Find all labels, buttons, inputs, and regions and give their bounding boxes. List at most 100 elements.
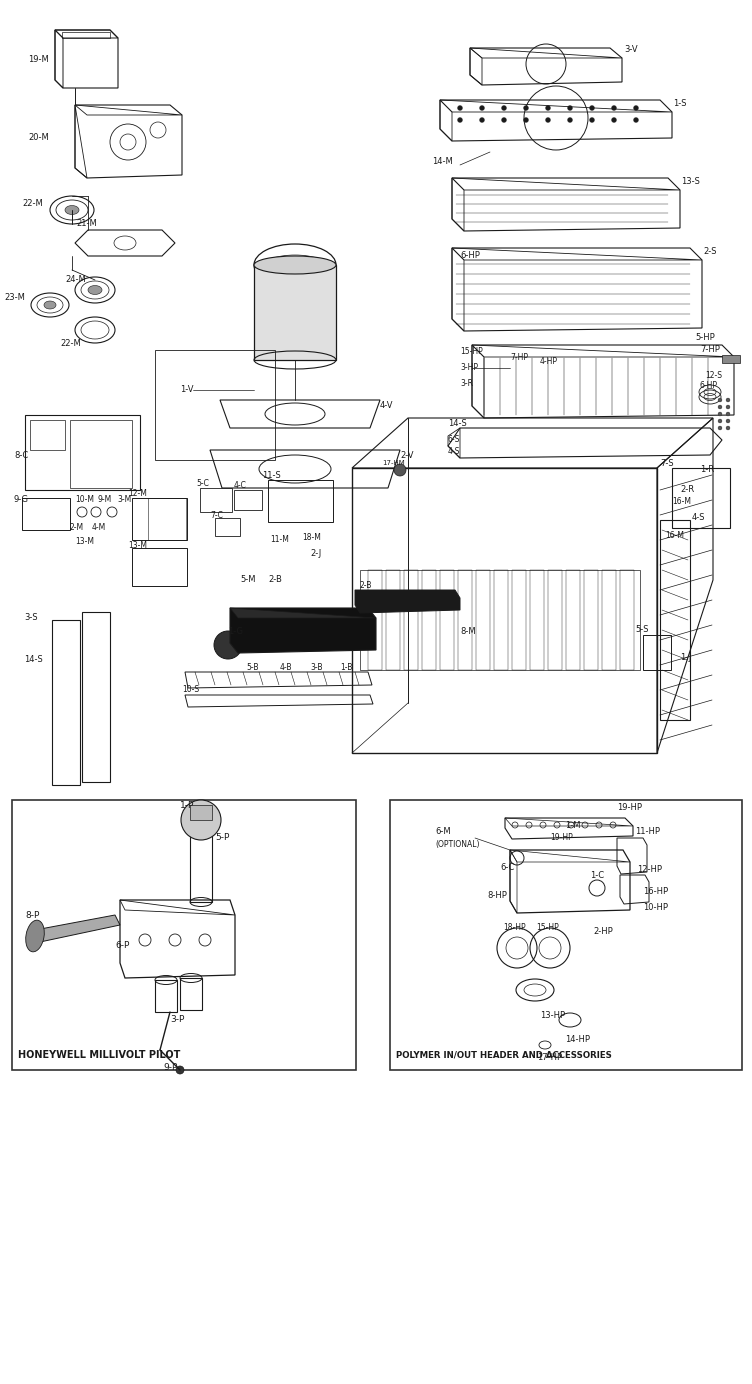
Text: 5-C: 5-C <box>196 479 209 489</box>
Text: 1-M: 1-M <box>565 821 581 829</box>
Text: 13-M: 13-M <box>75 537 94 547</box>
Circle shape <box>502 105 507 111</box>
Bar <box>234 490 262 509</box>
Text: 8-P: 8-P <box>25 911 39 919</box>
Text: 22-M: 22-M <box>22 199 43 209</box>
Text: 7-HP: 7-HP <box>700 346 720 354</box>
Text: 6-S: 6-S <box>448 436 460 444</box>
Text: 5-P: 5-P <box>215 833 229 843</box>
Text: 14-M: 14-M <box>432 158 453 166</box>
Circle shape <box>545 105 550 111</box>
Text: 4-B: 4-B <box>280 663 293 673</box>
Bar <box>254 264 336 360</box>
Circle shape <box>568 105 572 111</box>
Text: 6-HP: 6-HP <box>460 251 480 260</box>
Bar <box>352 468 657 753</box>
Circle shape <box>726 419 730 424</box>
Circle shape <box>590 105 595 111</box>
Text: 9-P: 9-P <box>163 1063 177 1073</box>
Ellipse shape <box>254 256 336 274</box>
Text: 6-M: 6-M <box>435 828 450 836</box>
Bar <box>132 498 187 540</box>
Text: 18-M: 18-M <box>302 533 321 541</box>
Bar <box>268 480 333 522</box>
Bar <box>254 264 336 360</box>
Text: 16-M: 16-M <box>672 497 691 507</box>
Circle shape <box>176 1066 184 1074</box>
Text: 5-HP: 5-HP <box>695 334 714 342</box>
Circle shape <box>457 105 462 111</box>
Circle shape <box>718 426 722 430</box>
Bar <box>62 32 110 37</box>
Circle shape <box>214 631 242 659</box>
Bar <box>360 570 640 670</box>
Text: 2-B: 2-B <box>268 576 282 584</box>
Text: 2-S: 2-S <box>703 246 717 256</box>
Polygon shape <box>35 915 120 943</box>
Text: 16-HP: 16-HP <box>643 887 668 897</box>
Text: 4-M: 4-M <box>92 523 106 533</box>
Bar <box>390 800 742 1070</box>
Circle shape <box>523 105 529 111</box>
Text: 12-M: 12-M <box>128 490 147 498</box>
Text: 6-P: 6-P <box>115 941 129 949</box>
Text: 4-V: 4-V <box>380 401 393 411</box>
Circle shape <box>611 105 617 111</box>
Circle shape <box>718 399 722 401</box>
Text: 1-V: 1-V <box>180 386 193 394</box>
Text: 19-M: 19-M <box>28 55 49 65</box>
Text: 3-M: 3-M <box>117 495 132 505</box>
Text: 2-M: 2-M <box>70 523 84 533</box>
Text: 2-B: 2-B <box>360 580 372 590</box>
Bar <box>12 800 356 1070</box>
Circle shape <box>718 412 722 417</box>
Text: 4-S: 4-S <box>692 513 705 523</box>
Text: 16-M: 16-M <box>665 530 684 540</box>
Text: (OPTIONAL): (OPTIONAL) <box>435 840 480 848</box>
Text: 9-G: 9-G <box>14 495 29 505</box>
Text: 11-M: 11-M <box>270 536 289 544</box>
Text: 2-J: 2-J <box>310 548 321 558</box>
Circle shape <box>394 464 406 476</box>
Polygon shape <box>355 590 460 613</box>
Text: 3-R: 3-R <box>460 379 473 389</box>
Text: 10-HP: 10-HP <box>643 904 668 912</box>
Text: 13-HP: 13-HP <box>540 1012 565 1020</box>
Text: 19-HP: 19-HP <box>617 804 642 812</box>
Text: 1-B: 1-B <box>340 663 353 673</box>
Text: 1-G: 1-G <box>228 627 243 637</box>
Bar <box>215 518 240 536</box>
Text: 2-R: 2-R <box>680 486 694 494</box>
Bar <box>180 978 202 1010</box>
Bar <box>155 350 275 459</box>
Bar <box>132 548 187 585</box>
Circle shape <box>502 118 507 123</box>
Text: 3-V: 3-V <box>624 46 638 54</box>
Ellipse shape <box>44 300 56 309</box>
Text: 1-S: 1-S <box>673 98 687 108</box>
Text: 12-HP: 12-HP <box>637 865 662 875</box>
Text: 7-HP: 7-HP <box>510 353 528 363</box>
Text: 3-S: 3-S <box>24 613 38 623</box>
Text: 14-S: 14-S <box>24 656 43 664</box>
Circle shape <box>633 105 638 111</box>
Ellipse shape <box>26 920 44 952</box>
Circle shape <box>523 118 529 123</box>
Text: 7-C: 7-C <box>210 511 223 519</box>
Bar <box>22 498 70 530</box>
Text: 19-HP: 19-HP <box>550 833 573 843</box>
Text: 10-S: 10-S <box>182 685 199 695</box>
Circle shape <box>568 118 572 123</box>
Text: 8-M: 8-M <box>460 627 475 637</box>
Text: 3-B: 3-B <box>310 663 323 673</box>
Text: 1-R: 1-R <box>700 465 714 475</box>
Ellipse shape <box>65 205 79 215</box>
Bar <box>82 612 110 782</box>
Text: 11-HP: 11-HP <box>635 828 660 836</box>
Bar <box>25 415 140 490</box>
Text: 11-S: 11-S <box>262 472 280 480</box>
Circle shape <box>611 118 617 123</box>
Text: 1-C: 1-C <box>590 871 604 879</box>
Text: 8-C: 8-C <box>14 451 29 459</box>
Text: 4-S: 4-S <box>448 447 460 457</box>
